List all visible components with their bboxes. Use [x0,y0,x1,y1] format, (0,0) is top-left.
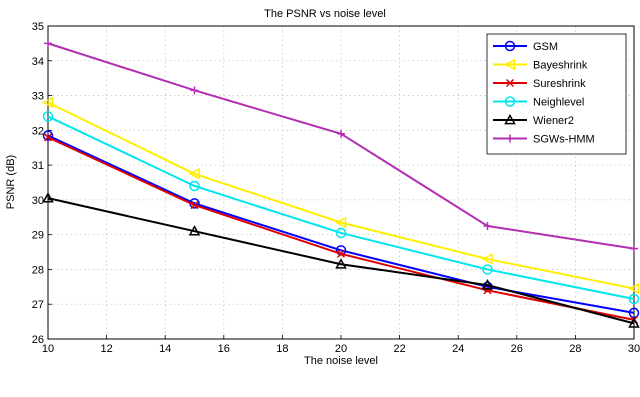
legend-label: GSM [533,41,558,53]
series-wiener2 [42,192,640,328]
x-tick-label: 24 [452,343,464,355]
y-axis-label: PSNR (dB) [5,155,17,209]
data-point [335,258,347,269]
series-bayeshrink [41,96,640,295]
data-point [190,201,199,210]
data-point [190,86,199,95]
data-point [630,244,638,253]
y-tick-label: 31 [32,160,44,172]
data-point [335,227,347,239]
y-tick-label: 33 [32,91,44,103]
legend-marker [504,40,516,52]
x-tick-label: 20 [335,343,347,355]
data-point [189,180,200,192]
x-tick-label: 26 [511,343,523,355]
axis-ticks: 10 12 14 16 18 20 22 24 26 28 30 26 27 28 29 30 31 32 33 34… [32,21,640,355]
data-point [188,168,200,180]
data-point [337,129,345,138]
legend-marker [504,96,516,107]
legend-label: SGWs-HMM [533,134,595,146]
data-point [481,253,493,265]
x-tick-label: 10 [42,343,54,355]
legend-label: Neighlevel [533,97,584,109]
series-neighlevel [42,111,640,305]
legend-label: Bayeshrink [533,60,588,72]
y-tick-label: 26 [32,334,44,346]
legend-marker [503,58,516,71]
y-tick-label: 35 [32,21,44,33]
data-point [188,225,201,236]
data-point [481,279,494,290]
series-line [47,197,635,325]
data-point [628,317,640,328]
legend-label: Sureshrink [533,78,586,90]
x-tick-label: 18 [276,343,288,355]
legend-item: GSM [493,40,558,53]
data-point [44,39,52,48]
data-point [336,249,346,258]
x-tick-label: 22 [393,343,405,355]
legend-marker [504,113,516,125]
x-tick-label: 16 [218,343,230,355]
legend-item: Wiener2 [493,113,574,127]
x-tick-label: 28 [569,343,581,355]
series-lines [41,39,640,328]
x-axis-label: The noise level [304,355,378,367]
data-point [483,221,492,230]
legend: GSM Bayeshrink Sureshrink Neighlevel Wiener2… [486,33,627,155]
data-point [627,282,640,295]
x-tick-label: 12 [100,343,112,355]
data-point [42,111,54,122]
series-line [47,134,635,314]
data-point [334,216,347,229]
legend-item: Sureshrink [493,78,586,90]
legend-box [486,33,627,155]
legend-item: Neighlevel [493,96,584,109]
data-point [628,293,640,305]
legend-marker [505,78,515,88]
y-tick-label: 27 [32,299,44,311]
legend-item: Bayeshrink [493,58,588,72]
data-point [41,96,54,109]
y-tick-label: 32 [32,125,44,137]
series-line [47,115,635,300]
legend-label: Wiener2 [533,115,574,127]
series-line [47,101,635,290]
data-point [482,264,493,275]
data-point [43,133,53,142]
series-sgws-hmm [44,39,638,253]
chart-title: The PSNR vs noise level [264,8,386,20]
y-tick-label: 30 [32,195,44,207]
y-tick-label: 28 [32,264,44,276]
x-tick-label: 14 [159,343,171,355]
y-tick-label: 29 [32,230,44,242]
x-tick-label: 30 [628,343,640,355]
legend-marker [506,134,514,143]
data-point [42,130,54,141]
y-tick-label: 34 [32,56,44,68]
legend-item: SGWs-HMM [493,134,595,146]
data-point [42,192,54,203]
